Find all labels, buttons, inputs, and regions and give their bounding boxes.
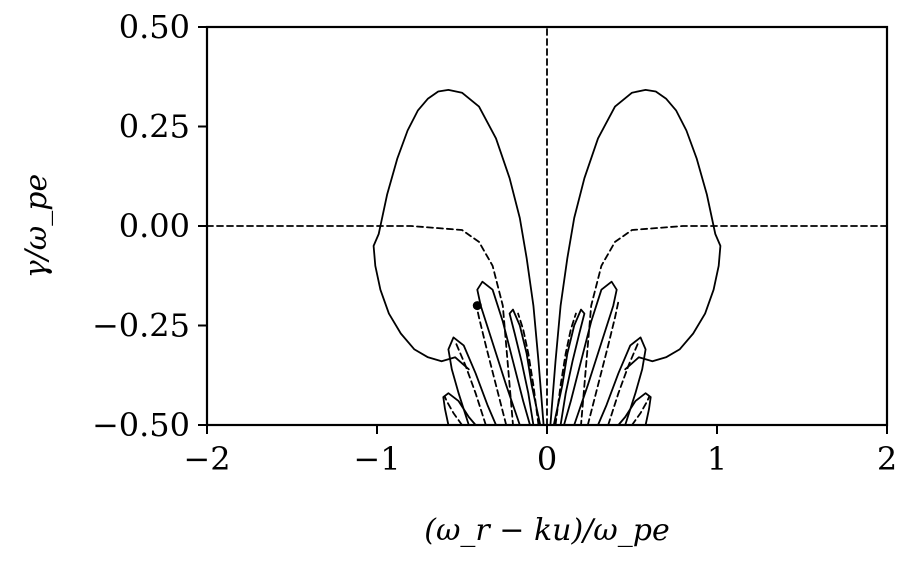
x-tick-label: 0 [537, 440, 557, 478]
y-tick-label: 0.25 [119, 108, 190, 146]
x-tick-label: 2 [877, 440, 897, 478]
marker-point [472, 301, 482, 311]
dashed-curve-13 [517, 312, 540, 426]
dashed-curve-19 [444, 396, 463, 426]
x-tick-label: −1 [353, 440, 400, 478]
solid-contour-10 [617, 392, 652, 426]
y-axis-label: γ/ω_pe [19, 174, 54, 278]
y-tick-label: −0.50 [92, 406, 190, 444]
x-tick-label: 1 [707, 440, 727, 478]
solid-contour-0 [549, 89, 722, 426]
series-layer [206, 26, 888, 426]
y-tick-label: −0.25 [92, 307, 190, 345]
solid-contour-8 [597, 336, 647, 426]
marker-layer [472, 301, 482, 311]
y-tick-label: 0.50 [119, 8, 190, 46]
dashed-curve-14 [554, 312, 577, 426]
dashed-curve-2 [206, 225, 514, 426]
solid-contour-12 [552, 308, 586, 426]
y-tick-label: 0.00 [119, 207, 190, 245]
solid-contour-7 [447, 336, 497, 426]
dashed-curve-15 [474, 300, 508, 426]
solid-contour-5 [476, 280, 531, 426]
solid-contour-1 [372, 89, 545, 426]
dashed-curve-17 [454, 340, 487, 426]
solid-contour-6 [563, 280, 618, 426]
x-axis-label: (ω_r − ku)/ω_pe [424, 513, 669, 548]
solid-contour-9 [442, 392, 477, 426]
y-axis-ticks: −0.50 −0.25 0.00 0.25 0.50 [92, 8, 207, 444]
x-tick-label: −2 [183, 440, 230, 478]
x-axis-ticks: −2 −1 0 1 2 [183, 425, 897, 478]
dashed-curve-3 [580, 225, 888, 426]
dashed-curve-16 [586, 300, 620, 426]
dashed-curve-18 [607, 340, 640, 426]
dashed-curve-20 [631, 396, 650, 426]
solid-contour-11 [508, 308, 542, 426]
